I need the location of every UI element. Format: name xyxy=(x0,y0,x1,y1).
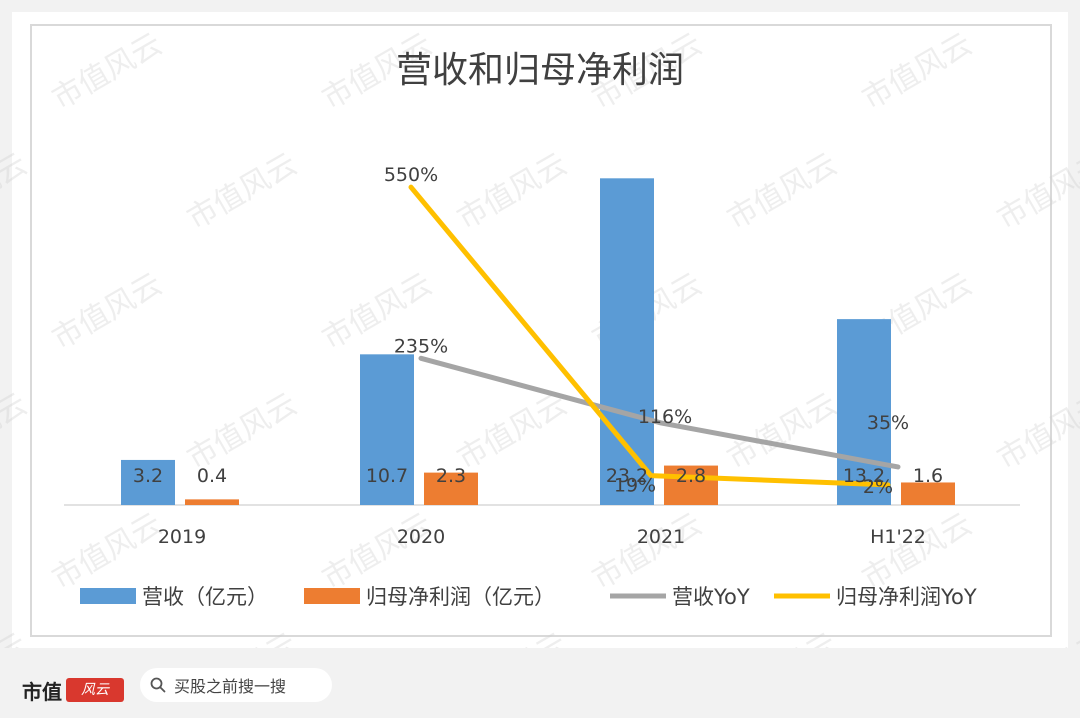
legend-label: 营收（亿元） xyxy=(142,585,268,609)
watermark-text: 市值风云 xyxy=(587,507,708,597)
line-revenue-yoy xyxy=(418,355,901,470)
legend-label: 归母净利润（亿元） xyxy=(366,585,555,609)
search-placeholder: 买股之前搜一搜 xyxy=(174,677,287,696)
line-data-label: 35% xyxy=(867,412,909,434)
brand-logo-icon: 风云 xyxy=(66,678,124,702)
data-label: 2.3 xyxy=(436,465,466,487)
chart-border xyxy=(30,24,1052,637)
watermark-text: 市值风云 xyxy=(722,387,843,477)
line-data-label: 235% xyxy=(394,335,448,357)
legend-item: 归母净利润YoY xyxy=(774,585,977,609)
legend-item: 营收YoY xyxy=(610,585,750,609)
brand[interactable]: 市值 风云 xyxy=(22,676,124,704)
data-label: 0.4 xyxy=(197,465,227,487)
bar-profit xyxy=(424,472,478,505)
watermark-text: 市值风云 xyxy=(992,387,1080,477)
chart-title: 营收和归母净利润 xyxy=(396,50,684,91)
watermark-text: 市值风云 xyxy=(452,387,573,477)
data-label: 3.2 xyxy=(133,465,163,487)
category-label-group: 2019 2020 2021 H1'22 xyxy=(158,526,926,548)
data-label: 13.2 xyxy=(843,465,885,487)
watermark-text: 市值风云 xyxy=(0,147,33,237)
search-bar[interactable]: 买股之前搜一搜 xyxy=(140,668,332,702)
bar-revenue xyxy=(837,319,891,505)
bar-revenue xyxy=(360,354,414,505)
legend: 营收（亿元） 归母净利润（亿元） 营收YoY 归母净利润YoY xyxy=(80,585,977,609)
category-label: 2019 xyxy=(158,526,206,548)
bar-profit xyxy=(901,482,955,505)
data-label: 10.7 xyxy=(366,465,408,487)
watermark-text: 市值风云 xyxy=(182,387,303,477)
search-icon xyxy=(150,677,166,693)
data-label: 2.8 xyxy=(676,465,706,487)
watermark-text: 市值风云 xyxy=(47,27,168,117)
watermark-text: 市值风云 xyxy=(317,507,438,597)
category-label: 2020 xyxy=(397,526,445,548)
bar-profit xyxy=(664,465,718,505)
watermark-text: 市值风云 xyxy=(857,27,978,117)
legend-label: 归母净利润YoY xyxy=(836,585,977,609)
legend-item: 归母净利润（亿元） xyxy=(304,585,555,609)
bar-profit xyxy=(185,499,239,505)
line-data-label: 550% xyxy=(384,164,438,186)
watermark-text: 市值风云 xyxy=(992,147,1080,237)
line-profit-yoy xyxy=(408,184,891,488)
brand-name: 市值 xyxy=(22,679,62,704)
watermark-text: 市值风云 xyxy=(722,147,843,237)
line-data-label: 19% xyxy=(614,475,656,497)
bar-revenue xyxy=(600,178,654,505)
bar-revenue xyxy=(121,459,175,505)
line-data-label: 116% xyxy=(638,406,692,428)
legend-swatch xyxy=(80,588,136,604)
watermark-text: 市值风云 xyxy=(182,147,303,237)
line-data-label: 2% xyxy=(863,476,893,498)
category-label: 2021 xyxy=(637,526,685,548)
data-label: 23.2 xyxy=(606,465,648,487)
watermark-text: 市值风云 xyxy=(47,507,168,597)
legend-item: 营收（亿元） xyxy=(80,585,268,609)
watermark-text: 市值风云 xyxy=(857,507,978,597)
chart-card xyxy=(12,12,1068,648)
data-label: 1.6 xyxy=(913,465,943,487)
watermark-text: 市值风云 xyxy=(452,147,573,237)
legend-swatch xyxy=(304,588,360,604)
line-series-group xyxy=(408,184,901,488)
data-label-group: 3.2 10.7 23.2 13.2 0.4 2.3 2.8 1.6 235% 116% 35% 55… xyxy=(133,164,943,498)
watermark-text: 市值风云 xyxy=(0,387,33,477)
bar-series-group xyxy=(121,178,955,505)
category-label: H1'22 xyxy=(870,526,926,548)
legend-label: 营收YoY xyxy=(672,585,750,609)
watermark-text: 市值风云 xyxy=(47,267,168,357)
